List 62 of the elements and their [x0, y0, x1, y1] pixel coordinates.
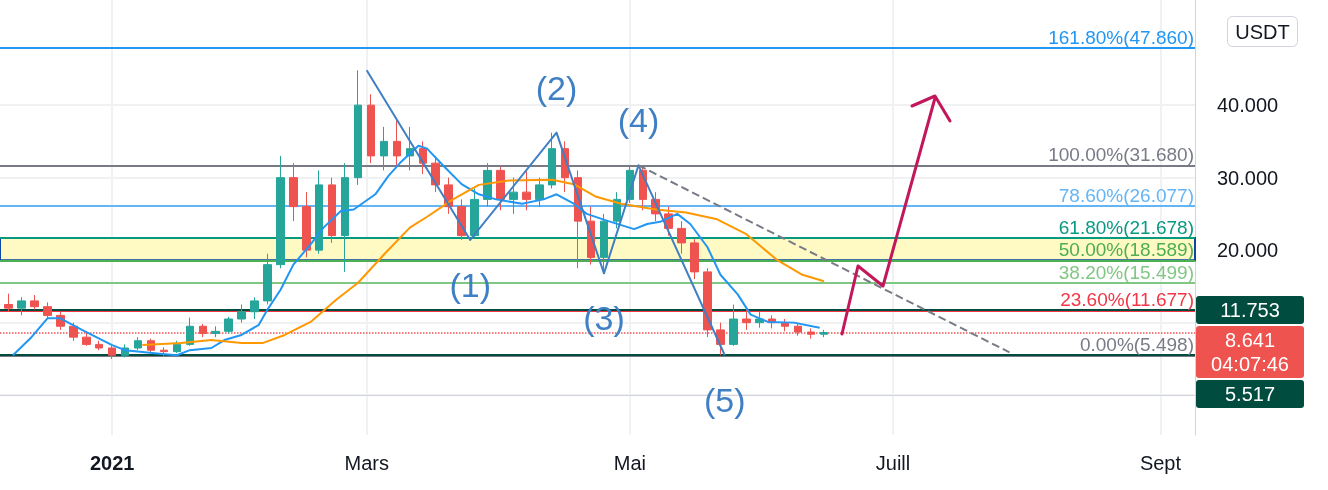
annotation: (5): [703, 381, 746, 420]
ref-line-label: 23.60%(11.677): [1060, 289, 1194, 311]
candlestick: [95, 340, 103, 351]
x-tick-label: Sept: [1139, 452, 1182, 474]
candlestick: [224, 316, 233, 334]
candlestick: [522, 169, 531, 211]
candlestick: [470, 188, 479, 238]
ref-line-label: 61.80%(21.678): [1058, 216, 1194, 238]
x-tick-label: Mars: [344, 452, 389, 474]
candlestick: [237, 304, 246, 324]
candlestick: [276, 155, 285, 269]
candlestick: [820, 329, 828, 338]
candlestick: [302, 191, 311, 258]
candlestick: [341, 162, 349, 273]
x-tick-label: Mai: [613, 452, 646, 474]
line-series: [365, 69, 726, 357]
ref-line-label: 8.641: [1224, 328, 1276, 351]
y-axis-title: USDT: [1235, 20, 1290, 43]
annotation: (2): [535, 68, 578, 107]
y-tick-label: 20.000: [1217, 239, 1279, 262]
candlestick: [393, 119, 401, 168]
ref-line-label: 5.517: [1224, 382, 1276, 405]
candlestick: [419, 140, 427, 175]
x-tick-label: Juill: [875, 452, 911, 474]
candlestick: [367, 93, 375, 164]
candlestick: [211, 325, 220, 338]
ref-line-label: 0.00%(5.498): [1079, 334, 1194, 356]
candlestick: [690, 238, 699, 280]
candlestick: [677, 220, 686, 255]
line-series: [141, 178, 825, 347]
candlestick: [160, 346, 168, 358]
candlestick: [30, 294, 39, 311]
candlestick: [108, 345, 116, 360]
candlestick: [729, 304, 738, 347]
candlestick: [43, 301, 52, 320]
candlestick: [173, 340, 181, 354]
candlestick: [250, 296, 259, 320]
line-series: [11, 144, 821, 357]
text: 04:07:46: [1211, 352, 1289, 375]
ref-line-label: 38.20%(15.499): [1058, 261, 1194, 283]
ref-line-label: 50.00%(18.589): [1058, 239, 1194, 261]
candlestick: [380, 126, 388, 171]
candlestick: [742, 307, 751, 331]
candlestick: [548, 132, 556, 189]
candlestick: [263, 253, 272, 305]
x-tick-label: 2021: [89, 452, 135, 474]
candlestick: [535, 177, 544, 208]
candlestick: [315, 169, 323, 255]
candlestick: [509, 177, 518, 215]
ref-line-label: 161.80%(47.860): [1048, 27, 1194, 49]
candlestick: [17, 296, 26, 316]
ref-line-label: 78.60%(26.077): [1058, 185, 1194, 207]
candlestick: [289, 162, 298, 222]
y-tick-label: 30.000: [1217, 166, 1279, 189]
annotation: (4): [617, 101, 660, 140]
ref-line-label: 100.00%(31.680): [1048, 144, 1194, 166]
ref-line-label: 11.753: [1220, 298, 1280, 321]
candlestick: [328, 177, 336, 244]
candlestick: [134, 336, 142, 351]
y-tick-label: 40.000: [1217, 94, 1279, 117]
candlestick: [354, 69, 362, 186]
candlestick: [4, 293, 13, 313]
